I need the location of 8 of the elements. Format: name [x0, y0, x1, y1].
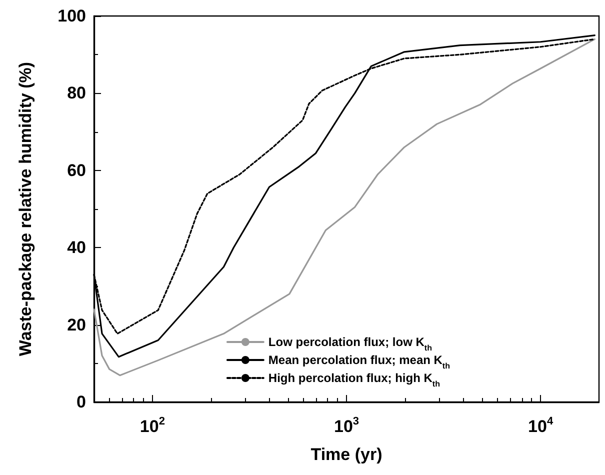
y-tick-label: 20	[67, 315, 86, 334]
y-tick-label: 60	[67, 160, 86, 180]
y-tick-label: 80	[67, 84, 86, 103]
y-tick-label: 0	[76, 392, 86, 412]
y-tick-label: 100	[58, 6, 86, 26]
y-axis-title: Waste-package relative humidity (%)	[16, 62, 35, 356]
x-axis-title: Time (yr)	[310, 445, 382, 464]
y-tick-label: 40	[67, 238, 86, 258]
